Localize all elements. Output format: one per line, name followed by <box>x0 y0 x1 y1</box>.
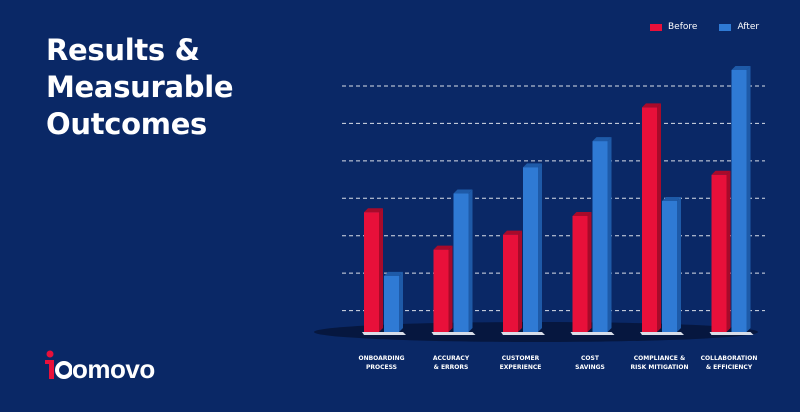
category-label: CUSTOMER EXPERIENCE <box>499 355 542 371</box>
bar-side <box>677 197 681 332</box>
bar-side <box>746 66 751 332</box>
bar-side <box>538 163 542 332</box>
bar-top <box>384 271 403 276</box>
bar-top <box>572 211 592 216</box>
bar-side <box>657 103 661 332</box>
legend-swatch-before <box>650 23 662 31</box>
bar-base <box>451 332 476 335</box>
chart-grid <box>342 85 765 312</box>
bar-before <box>364 212 379 332</box>
chart-bars <box>362 66 754 335</box>
bar-top <box>711 170 731 175</box>
bar-side <box>726 170 731 332</box>
bar-side <box>379 208 383 332</box>
category-label: ONBOARDING PROCESS <box>358 355 405 371</box>
bar-before <box>711 174 727 332</box>
bar-after <box>662 201 677 332</box>
bar-top <box>523 163 542 168</box>
legend-item-before: Before <box>650 22 697 32</box>
bar-base <box>362 332 386 335</box>
bar-side <box>518 230 522 332</box>
bar-after <box>731 70 747 332</box>
bar-after <box>384 275 399 332</box>
bar-before <box>642 107 657 332</box>
bar-top <box>503 230 522 235</box>
bar-after <box>523 167 538 332</box>
bar-side <box>399 271 403 332</box>
bar-base <box>660 332 684 335</box>
bar-top <box>592 137 612 142</box>
legend-label-before: Before <box>668 22 698 32</box>
bar-after <box>453 193 469 332</box>
category-label: COMPLIANCE & RISK MITIGATION <box>630 355 689 371</box>
bar-base <box>431 332 456 335</box>
bar-base <box>729 332 754 335</box>
bar-side <box>468 189 473 332</box>
legend-label-after: After <box>737 22 760 32</box>
category-label: COLLABORATION & EFFICIENCY <box>700 355 758 371</box>
page-title: Results & Measurable Outcomes <box>46 33 234 141</box>
bar-base <box>521 332 545 335</box>
bar-base <box>640 332 664 335</box>
bar-base <box>590 332 615 335</box>
bar-base <box>709 332 734 335</box>
bar-top <box>642 103 661 108</box>
bar-top <box>433 245 453 250</box>
bar-side <box>448 245 453 332</box>
omovo-logo: omovo <box>42 350 155 382</box>
bar-after <box>592 141 608 332</box>
bar-top <box>453 189 473 194</box>
bar-base <box>570 332 595 335</box>
bar-before <box>572 215 588 332</box>
bar-before <box>433 249 449 332</box>
chart-legend: Before After <box>650 22 759 32</box>
bar-top <box>662 197 681 201</box>
legend-swatch-after <box>719 23 732 31</box>
legend-item-after: After <box>719 22 759 32</box>
logo-mark-icon <box>45 350 72 379</box>
bar-base <box>501 332 525 335</box>
category-label: ACCURACY & ERRORS <box>432 355 470 371</box>
category-label: COST SAVINGS <box>575 355 605 371</box>
bar-base <box>382 332 406 335</box>
bar-top <box>731 66 751 70</box>
logo-text: omovo <box>72 354 155 384</box>
bar-before <box>503 234 518 332</box>
bar-side <box>587 211 592 332</box>
bar-top <box>364 208 383 213</box>
bar-side <box>607 137 612 332</box>
